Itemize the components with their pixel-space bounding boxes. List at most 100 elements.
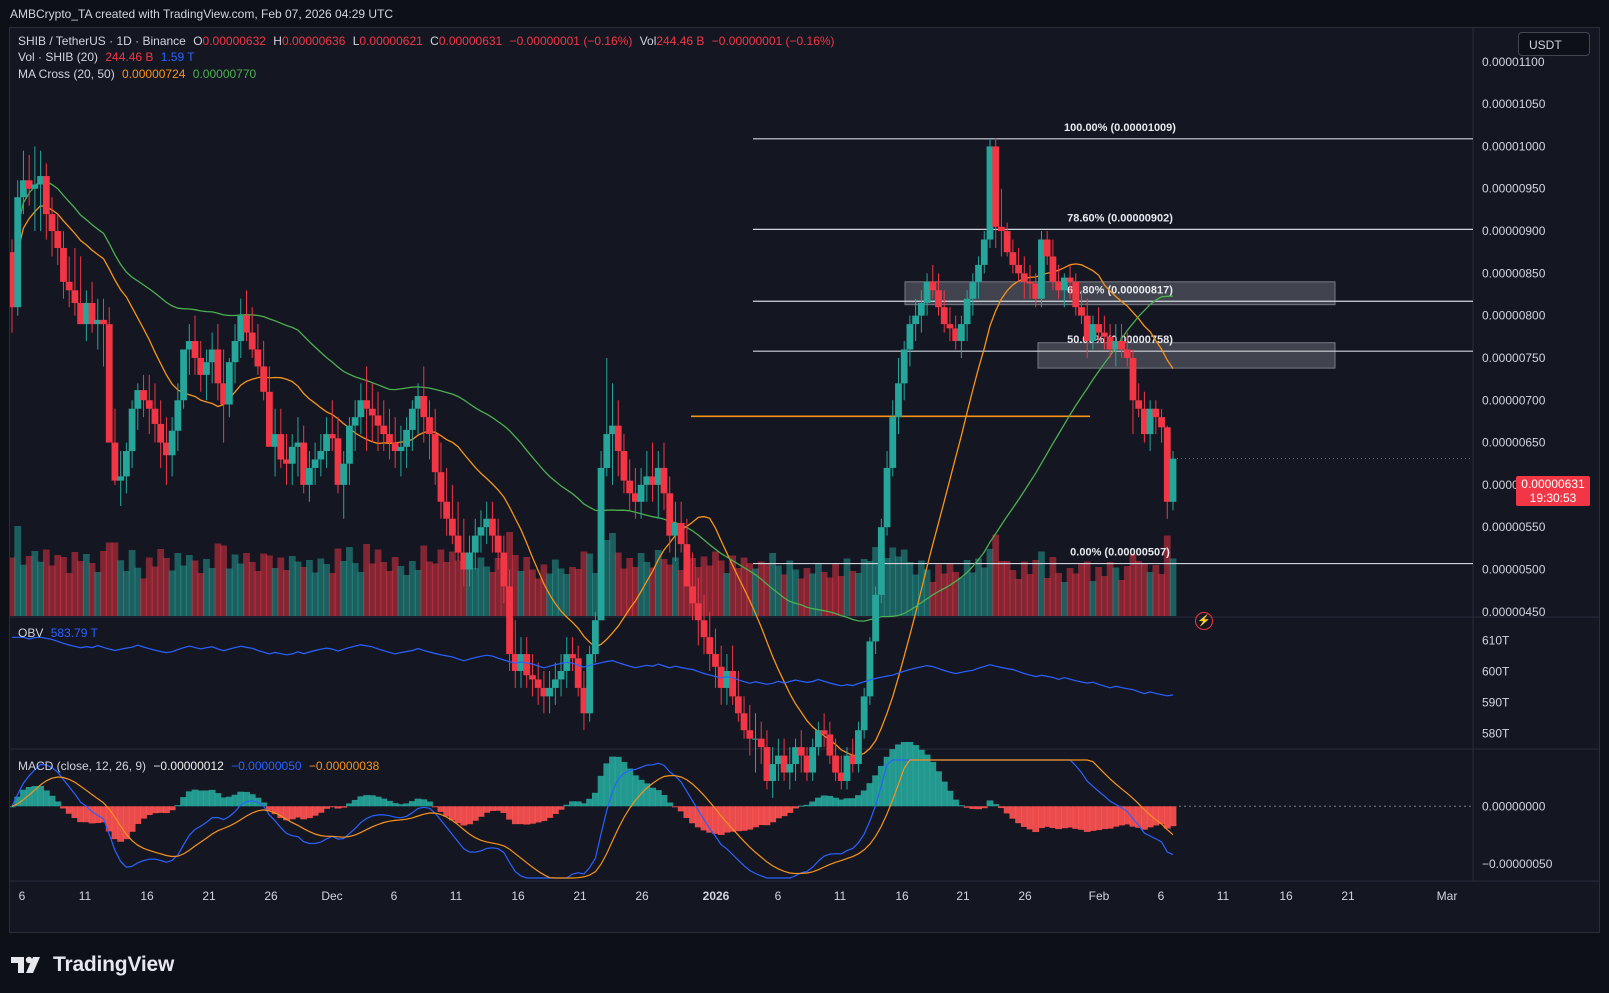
volume-bar — [666, 564, 674, 616]
volume-bar — [31, 551, 39, 616]
candle-body — [706, 637, 714, 655]
volume-bar — [65, 573, 73, 616]
volume-bar — [111, 542, 119, 616]
macd-histogram-bar — [540, 806, 548, 821]
candle — [386, 408, 393, 460]
macd-histogram-bar — [1038, 806, 1045, 829]
macd-histogram-bar — [25, 787, 33, 807]
brand-name: TradingView — [53, 953, 175, 976]
candle-body — [265, 391, 273, 447]
volume-bar — [1123, 566, 1131, 616]
candle-body — [551, 679, 559, 688]
chart-canvas[interactable]: 0.000004500.000005000.000005500.00000600… — [10, 28, 1600, 933]
volume-bar — [494, 558, 502, 616]
candle-body — [843, 755, 851, 781]
candle-body — [1072, 281, 1080, 308]
volume-bar — [185, 555, 193, 616]
candle-body — [912, 315, 920, 325]
candle-body — [203, 362, 210, 375]
macd-histogram-bar — [1129, 806, 1137, 827]
candle — [368, 383, 376, 443]
candle-body — [591, 620, 599, 655]
candle — [357, 383, 365, 435]
candle — [100, 298, 107, 367]
price-tick-label: 0.00001100 — [1482, 55, 1545, 69]
volume-bar — [557, 568, 565, 616]
time-tick-label: 21 — [1341, 889, 1355, 903]
candle-body — [992, 146, 1000, 227]
macd-histogram-bar — [574, 801, 582, 807]
candle — [597, 451, 605, 621]
macd-histogram-bar — [774, 806, 782, 819]
candle-body — [100, 319, 107, 325]
macd-histogram-bar — [935, 771, 942, 807]
candle-body — [786, 764, 794, 773]
candle — [294, 417, 302, 477]
macd-label[interactable]: MACD (close, 12, 26, 9) — [18, 759, 147, 773]
macd-histogram-bar — [889, 749, 897, 807]
candle-body — [946, 324, 954, 329]
macd-tick-label: −0.00000050 — [1482, 857, 1553, 871]
volume-bar — [77, 561, 85, 616]
candle-body — [1141, 408, 1148, 435]
candle-body — [1078, 307, 1085, 316]
candle — [323, 417, 330, 468]
moving-average-line — [11, 179, 1174, 622]
candle — [1163, 425, 1171, 519]
candle-body — [357, 400, 365, 418]
macd-histogram-bar — [111, 806, 119, 840]
volume-bar — [180, 565, 187, 616]
macd-histogram-bar — [683, 806, 691, 818]
macd-histogram-bar — [208, 789, 216, 807]
candle — [1118, 324, 1125, 358]
volume-bar — [1152, 565, 1160, 616]
macd-histogram-bar — [717, 806, 725, 835]
candle-body — [168, 430, 176, 456]
candle — [877, 518, 885, 604]
symbol-label[interactable]: SHIB / TetherUS · 1D · Binance — [18, 34, 186, 48]
candle-body — [855, 730, 862, 765]
volume-bar — [746, 563, 754, 616]
volume-bar — [935, 564, 942, 616]
volume-bar — [975, 558, 982, 616]
currency-button[interactable]: USDT — [1518, 32, 1590, 56]
macd-histogram-bar — [826, 795, 834, 807]
candle-body — [65, 281, 73, 291]
candle — [975, 256, 982, 299]
candle — [866, 637, 874, 705]
volume-bar — [591, 573, 599, 616]
ma-cross-label[interactable]: MA Cross (20, 50) — [18, 67, 115, 81]
candle — [111, 408, 119, 485]
candle — [649, 442, 656, 502]
volume-bar — [1089, 581, 1097, 616]
volume-indicator-label[interactable]: Vol · SHIB (20) — [18, 50, 99, 64]
volume-bar — [357, 572, 365, 616]
candle-body — [1009, 252, 1017, 265]
time-tick-label: 16 — [140, 889, 154, 903]
candle — [420, 366, 428, 443]
time-tick-label: 11 — [1217, 889, 1230, 903]
candle-body — [340, 463, 348, 485]
candle-body — [957, 324, 965, 342]
candle — [168, 417, 176, 477]
candle — [391, 417, 399, 468]
time-tick-label: 6 — [775, 889, 782, 903]
volume-bar — [122, 571, 130, 616]
volume-bar — [929, 582, 937, 616]
macd-histogram-bar — [243, 791, 250, 807]
volume-bar — [288, 556, 296, 616]
macd-histogram-bar — [185, 791, 193, 807]
macd-histogram-bar — [917, 749, 925, 807]
macd-histogram-bar — [197, 790, 205, 807]
volume-bar — [1095, 567, 1103, 616]
obv-label[interactable]: OBV — [18, 626, 44, 640]
candle — [591, 611, 599, 663]
macd-histogram-bar — [231, 794, 239, 807]
volume-bar — [769, 553, 777, 616]
lightning-icon[interactable]: ⚡ — [1195, 612, 1213, 630]
macd-histogram-bar — [1009, 806, 1017, 819]
candle-body — [1163, 427, 1171, 502]
volume-bar — [1118, 580, 1125, 616]
candle-body — [483, 518, 491, 528]
candle-body — [580, 687, 588, 714]
